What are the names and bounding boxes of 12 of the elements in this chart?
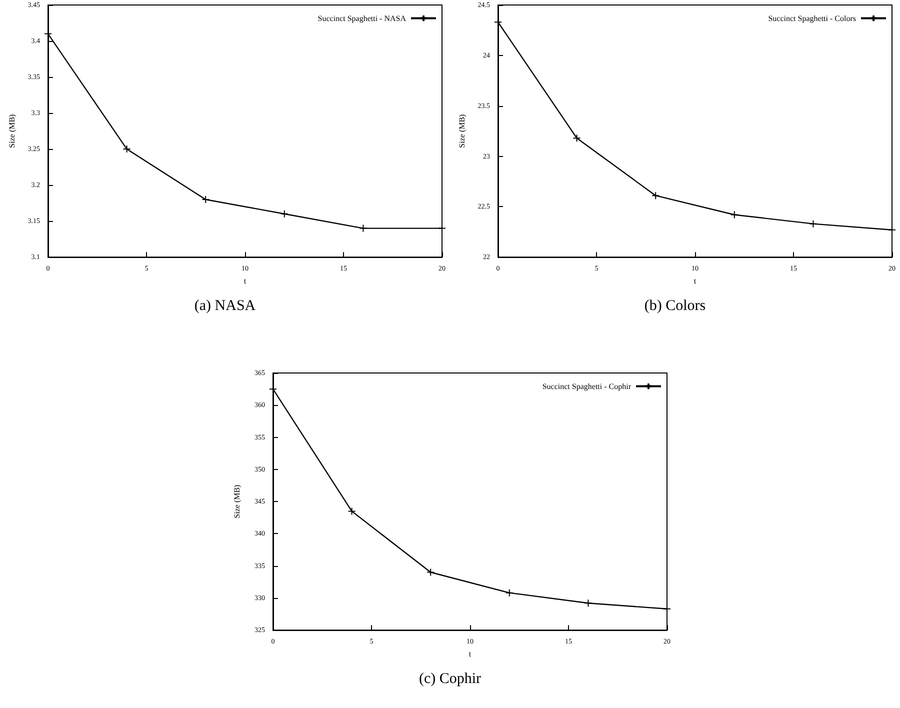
legend-label: Succinct Spaghetti - Colors — [768, 14, 856, 23]
x-axis-title: t — [694, 276, 697, 286]
y-axis-title: Size (MB) — [232, 484, 242, 518]
legend-label: Succinct Spaghetti - NASA — [318, 14, 406, 23]
y-axis-title: Size (MB) — [8, 114, 16, 148]
text: (a) NASA — [193, 298, 257, 315]
text: (b) Colors — [643, 298, 707, 315]
x-axis-title: t — [468, 650, 472, 658]
text: (c) Cophir — [418, 671, 482, 688]
y-axis-title: Size (MB) — [458, 114, 466, 148]
x-axis-title: t — [244, 276, 247, 286]
legend-label: Succinct Spaghetti - Cophir — [542, 382, 632, 391]
